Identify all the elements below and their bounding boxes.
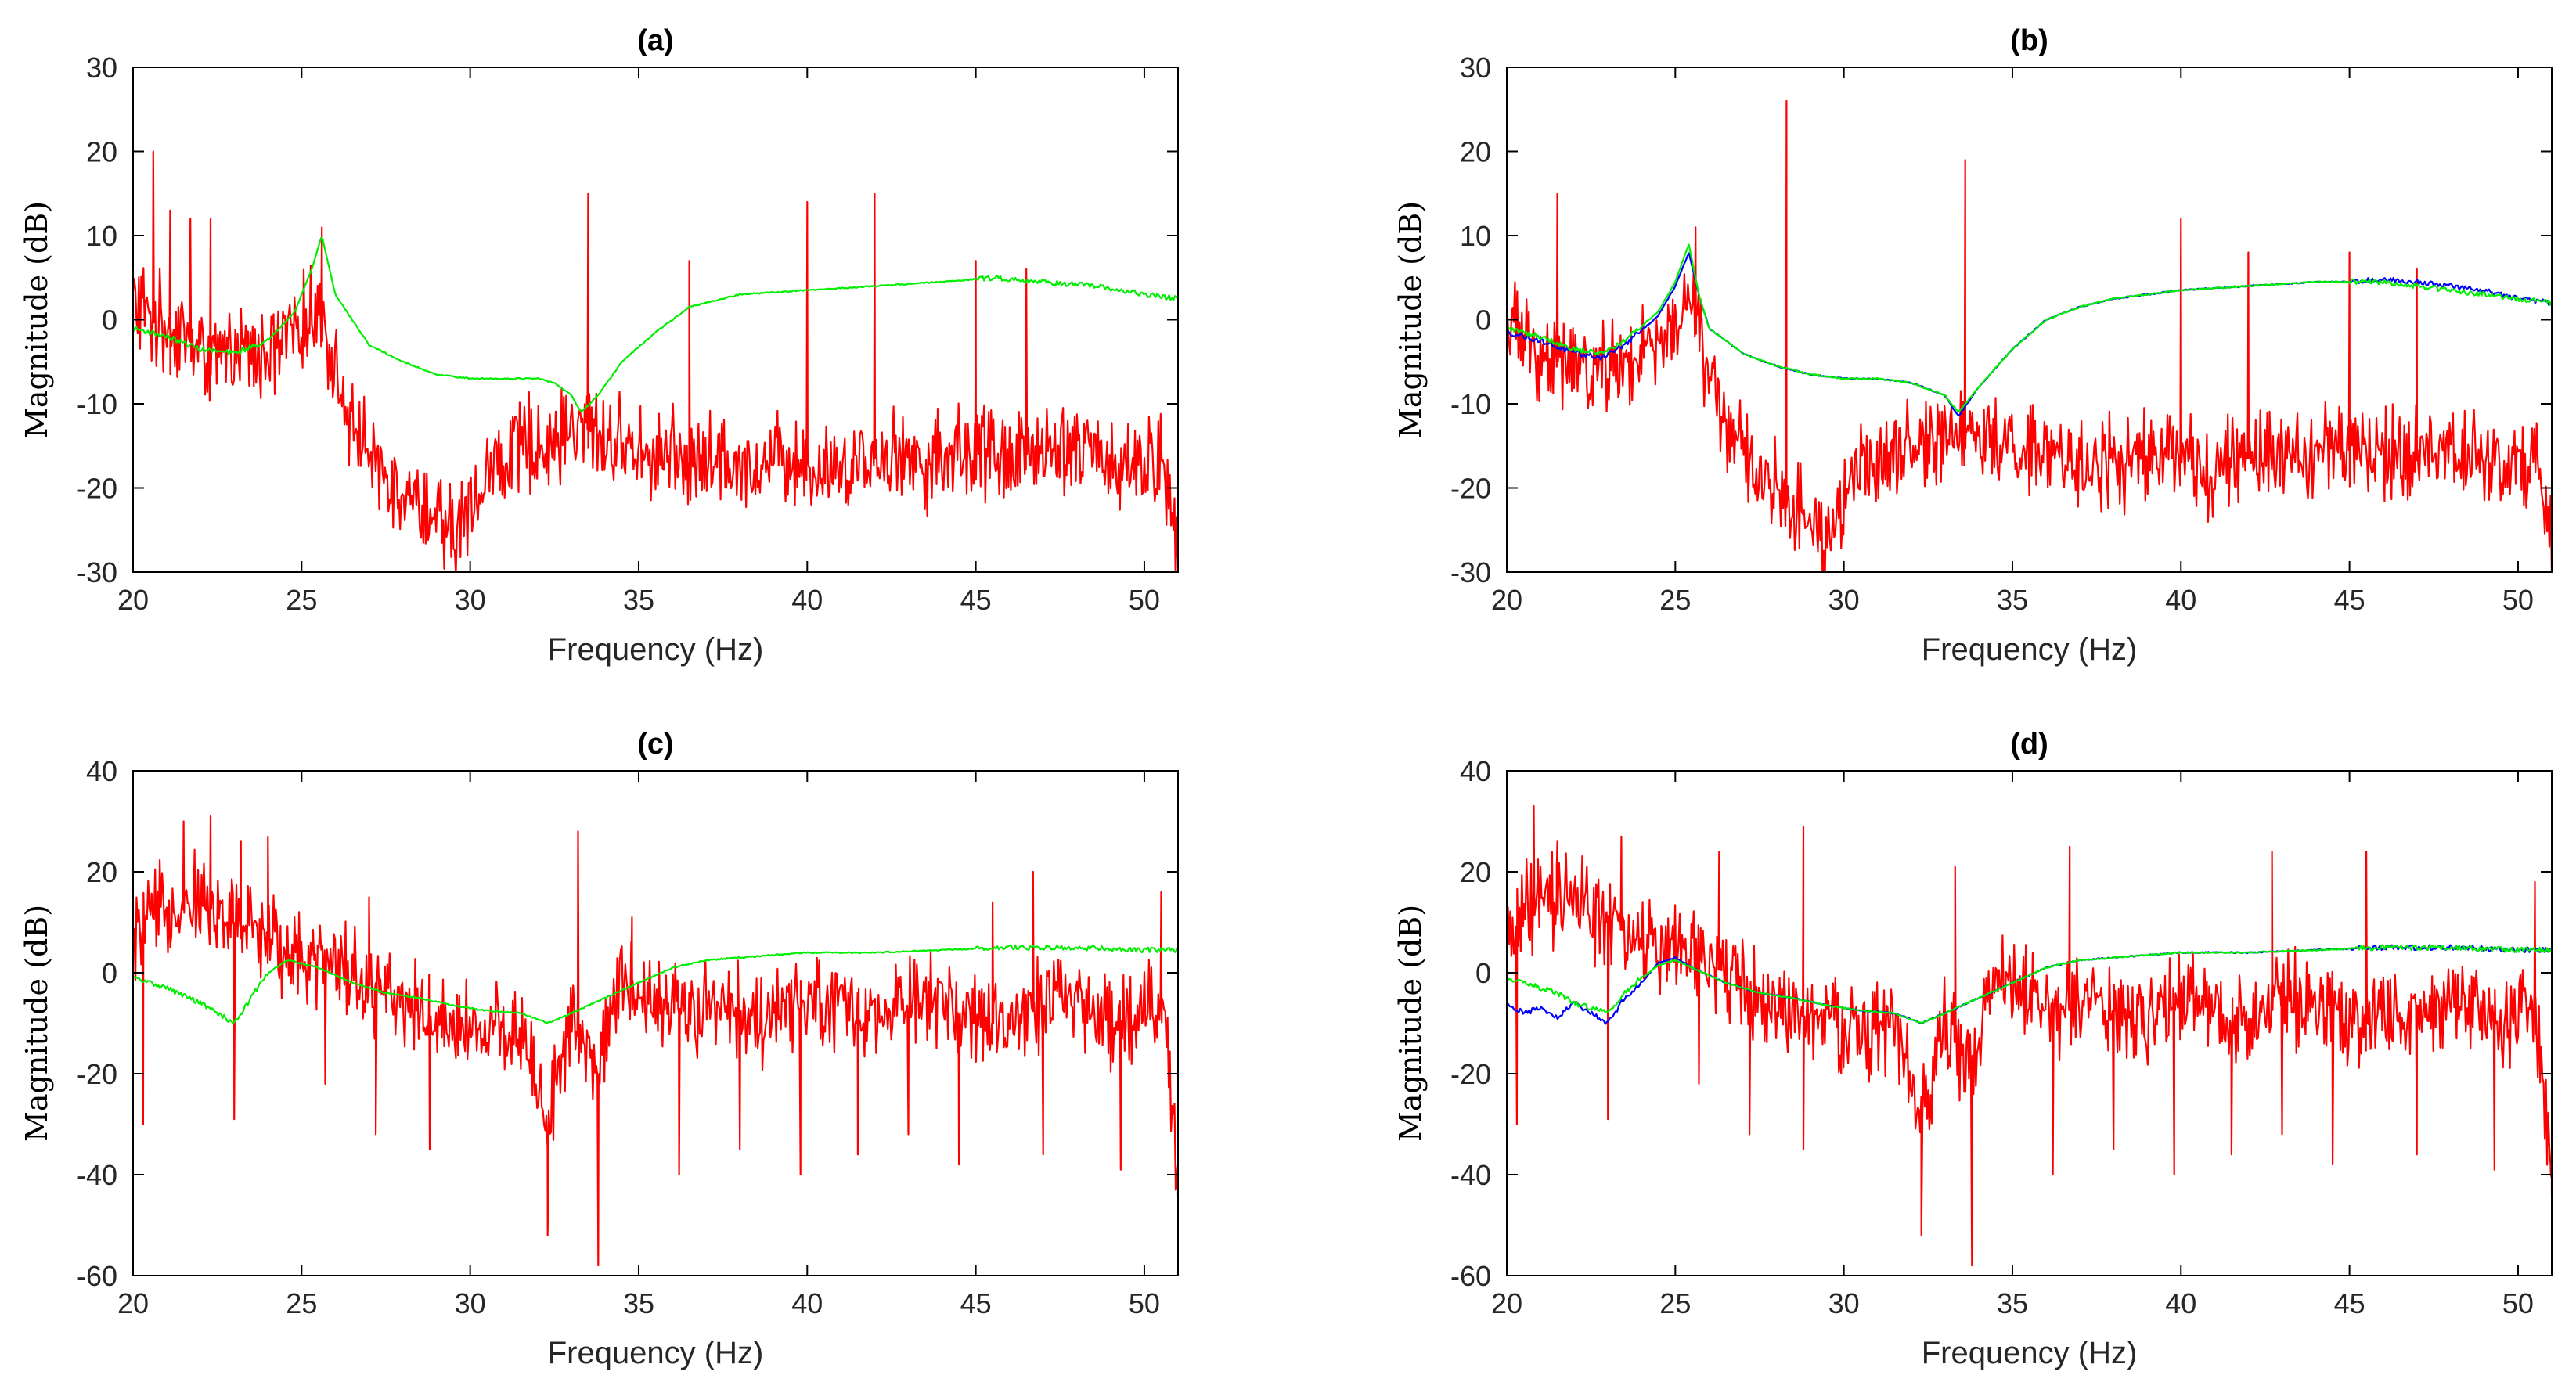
- x-tick-label: 40: [791, 1287, 823, 1319]
- y-tick-label: -30: [1450, 556, 1491, 589]
- y-tick-label: -60: [77, 1260, 117, 1292]
- y-tick-label: 40: [86, 755, 117, 787]
- x-tick-label: 20: [1491, 584, 1522, 616]
- chart-title: (b): [2010, 24, 2048, 57]
- x-tick-label: 45: [960, 584, 992, 616]
- x-tick-label: 30: [1828, 1287, 1860, 1319]
- x-tick-label: 35: [1997, 584, 2028, 616]
- series-model: [1507, 944, 2552, 1024]
- y-axis-label: Magnitude (dB): [20, 905, 54, 1142]
- chart-svg: (a) 20 25 30 35 40 45 50 -30 -20 -10 0 10 20 30 Frequen…: [20, 24, 1179, 667]
- y-tick-label: 0: [102, 957, 117, 989]
- chart-title: (d): [2010, 728, 2048, 761]
- series-measured: [133, 150, 1178, 572]
- y-tick-label: 30: [86, 52, 117, 84]
- y-tick-label: -40: [1450, 1159, 1491, 1191]
- x-tick-label: 25: [1659, 584, 1691, 616]
- y-tick-label: -20: [1450, 1058, 1491, 1090]
- x-tick-label: 35: [623, 1287, 654, 1319]
- series-model: [133, 944, 1178, 1024]
- plot-frame: [1506, 770, 2553, 1276]
- x-tick-label: 20: [117, 584, 149, 616]
- chart-svg: (b) 20 25 30 35 40 45 50 -30 -20 -10 0 10 20 30 Frequen…: [1393, 24, 2553, 667]
- x-tick-label: 30: [455, 584, 486, 616]
- x-tick-label: 25: [286, 1287, 317, 1319]
- x-tick-label: 50: [2502, 1287, 2534, 1319]
- x-tick-label: 45: [960, 1287, 992, 1319]
- chart-panel-2: (b) 20 25 30 35 40 45 50 -30 -20 -10 0 10 20 30 Frequen…: [1374, 0, 2575, 689]
- x-tick-label: 50: [1129, 1287, 1160, 1319]
- x-tick-label: 30: [455, 1287, 486, 1319]
- series-measured: [1507, 99, 2552, 572]
- series-measured: [133, 815, 1178, 1267]
- x-tick-label: 40: [791, 584, 823, 616]
- plot-frame: [1506, 67, 2553, 573]
- x-tick-label: 35: [623, 584, 654, 616]
- series-model: [133, 236, 1178, 412]
- y-tick-label: -20: [77, 473, 117, 505]
- y-tick-label: 20: [86, 136, 117, 168]
- x-tick-label: 50: [2502, 584, 2534, 616]
- y-tick-label: 0: [102, 304, 117, 337]
- y-tick-label: 10: [86, 220, 117, 252]
- x-tick-label: 25: [1659, 1287, 1691, 1319]
- x-tick-label: 35: [1997, 1287, 2028, 1319]
- chart-svg: (d) 20 25 30 35 40 45 50 -60 -40 -20 0 20 40 Frequency…: [1393, 728, 2553, 1370]
- y-tick-label: -20: [77, 1058, 117, 1090]
- y-tick-label: -60: [1450, 1260, 1491, 1292]
- chart-title: (c): [637, 728, 673, 761]
- y-tick-label: 20: [1460, 136, 1491, 168]
- y-tick-label: -10: [1450, 388, 1491, 420]
- y-tick-label: 10: [1460, 220, 1491, 252]
- y-axis-label: Magnitude (dB): [1393, 905, 1428, 1142]
- x-tick-label: 45: [2334, 584, 2365, 616]
- y-tick-label: 30: [1460, 52, 1491, 84]
- y-axis-label: Magnitude (dB): [20, 201, 54, 438]
- y-tick-label: 40: [1460, 755, 1491, 787]
- y-tick-label: -40: [77, 1159, 117, 1191]
- chart-panel-3: (c) 20 25 30 35 40 45 50 -60 -40 -20 0 20 40 Frequency…: [0, 700, 1202, 1393]
- y-tick-label: -20: [1450, 473, 1491, 505]
- x-tick-label: 20: [117, 1287, 149, 1319]
- y-axis-label: Magnitude (dB): [1393, 201, 1428, 438]
- x-axis-label: Frequency (Hz): [1922, 632, 2138, 667]
- chart-panel-1: (a) 20 25 30 35 40 45 50 -30 -20 -10 0 10 20 30 Frequen…: [0, 0, 1202, 689]
- y-tick-label: 20: [86, 856, 117, 888]
- series-model: [1507, 243, 2552, 412]
- chart-title: (a): [637, 24, 673, 57]
- y-tick-label: -10: [77, 388, 117, 420]
- x-tick-label: 40: [2165, 1287, 2196, 1319]
- series-measured: [1507, 805, 2552, 1267]
- chart-panel-4: (d) 20 25 30 35 40 45 50 -60 -40 -20 0 20 40 Frequency…: [1374, 700, 2575, 1393]
- x-tick-label: 20: [1491, 1287, 1522, 1319]
- plot-frame: [132, 770, 1179, 1276]
- chart-svg: (c) 20 25 30 35 40 45 50 -60 -40 -20 0 20 40 Frequency…: [20, 728, 1179, 1370]
- x-tick-label: 50: [1129, 584, 1160, 616]
- x-tick-label: 45: [2334, 1287, 2365, 1319]
- x-tick-label: 30: [1828, 584, 1860, 616]
- y-tick-label: 0: [1475, 957, 1491, 989]
- x-axis-label: Frequency (Hz): [548, 632, 764, 667]
- x-tick-label: 40: [2165, 584, 2196, 616]
- y-tick-label: 0: [1475, 304, 1491, 337]
- x-axis-label: Frequency (Hz): [1922, 1336, 2138, 1370]
- x-axis-label: Frequency (Hz): [548, 1336, 764, 1370]
- y-tick-label: 20: [1460, 856, 1491, 888]
- y-tick-label: -30: [77, 556, 117, 589]
- x-tick-label: 25: [286, 584, 317, 616]
